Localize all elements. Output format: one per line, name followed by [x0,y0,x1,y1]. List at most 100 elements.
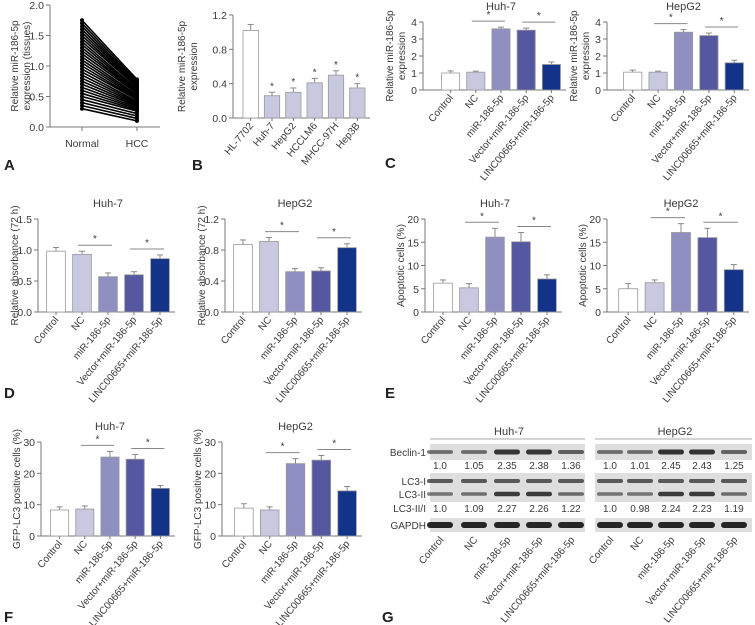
x-tick-label: HCC [126,138,149,150]
significance-star: * [532,215,536,226]
bar [671,232,691,313]
blot-row-label: LC3-II [399,490,426,501]
y-axis-label: Relative miR-186-5p [10,20,21,112]
data-point [80,39,84,44]
bar [644,282,665,313]
blot-title-huh7: Huh-7 [494,426,524,438]
chart-b: 0.0 0.4 0.8 1.2 Relative miR-186-5p expressio… [177,10,370,168]
significance-star: * [332,227,336,238]
x-tick-label: Control [604,315,633,347]
lc3-ii-band [658,491,684,497]
panel-letter-d: D [4,385,15,402]
y-tick-label: 15 [589,237,601,249]
bar [723,269,744,313]
bar [516,29,536,91]
y-axis-label: Relative absorbance (72 h) [197,205,208,325]
significance-star: * [291,77,295,88]
paired-sample-line [81,25,138,84]
bar [285,91,302,119]
gapdh-band [558,522,584,528]
bar [150,487,170,537]
paired-sample-line [81,19,138,80]
y-tick-label: 4 [411,17,417,29]
significance-star: * [146,438,150,449]
y-tick-label: 5 [413,284,419,296]
bar [98,276,118,313]
y-tick-label: 10 [23,500,35,512]
gapdh-band [658,522,684,528]
paired-sample-line [81,107,138,122]
y-tick-label: 0.5 [29,92,44,104]
lc3-ii-band [721,492,747,496]
x-tick-label: NC [646,93,664,111]
bar [349,87,366,119]
data-point [80,21,84,26]
x-tick-label: NC [463,93,481,111]
lc3-i-band [526,479,552,483]
y-tick-label: 0 [29,531,35,543]
bar [234,507,254,537]
x-tick-label: NC [457,315,475,333]
y-tick-label: 2.0 [29,0,44,12]
lc3-i-band [558,479,584,483]
significance-star: * [720,16,724,27]
bar [511,241,531,313]
y-tick-label: 20 [204,468,216,480]
data-point [80,82,84,87]
bar [285,271,305,313]
bar [75,508,95,537]
blot-lane-label: Vector+miR-186-5p [481,535,545,609]
bar [260,509,280,537]
panel-letter-c: C [385,155,396,172]
lc3-ii-band [627,492,653,496]
lc3-i-band [597,479,623,483]
significance-star: * [281,442,285,453]
beclin1-band [494,449,520,455]
lc3-ratio: 1.22 [561,504,581,515]
y-tick-label: 3 [595,34,601,46]
lc3-ratio: 0.98 [630,504,650,515]
beclin1-ratio: 1.36 [561,461,581,472]
bar [263,95,281,119]
gapdh-band [526,522,552,528]
beclin1-band [461,450,487,454]
bar [618,288,639,313]
data-point [80,79,84,84]
x-tick-label: Control [609,93,638,125]
beclin1-band [558,449,584,455]
data-point [80,67,84,72]
bar [337,490,357,537]
lc3-ratio: 2.26 [529,504,549,515]
bar [311,270,331,313]
gapdh-band [461,522,487,528]
beclin1-ratio: 2.38 [529,461,549,472]
bar [233,244,253,313]
blot-lane-label: Control [417,535,446,567]
lc3-i-band [427,479,453,483]
gapdh-band [427,522,453,528]
beclin1-band [526,449,552,455]
paired-sample-line [81,74,138,104]
data-point [80,88,84,93]
significance-star: * [537,11,541,22]
y-tick-label: 0 [411,85,417,97]
paired-sample-line [81,53,138,95]
bar [459,287,479,313]
x-tick-label: Control [36,539,65,571]
beclin1-ratio: 1.05 [464,461,484,472]
data-point [80,42,84,47]
beclin1-band [721,450,747,454]
bar [327,74,345,119]
y-axis-label: Relative miR-186-5p [569,10,580,102]
data-point [80,70,84,75]
bar [72,253,92,313]
significance-star: * [270,81,274,92]
y-tick-label: 1.0 [17,245,32,257]
data-point [80,30,84,35]
paired-sample-line [81,22,138,82]
data-point [80,51,84,56]
blot-row-label: LC3-I [402,477,426,488]
